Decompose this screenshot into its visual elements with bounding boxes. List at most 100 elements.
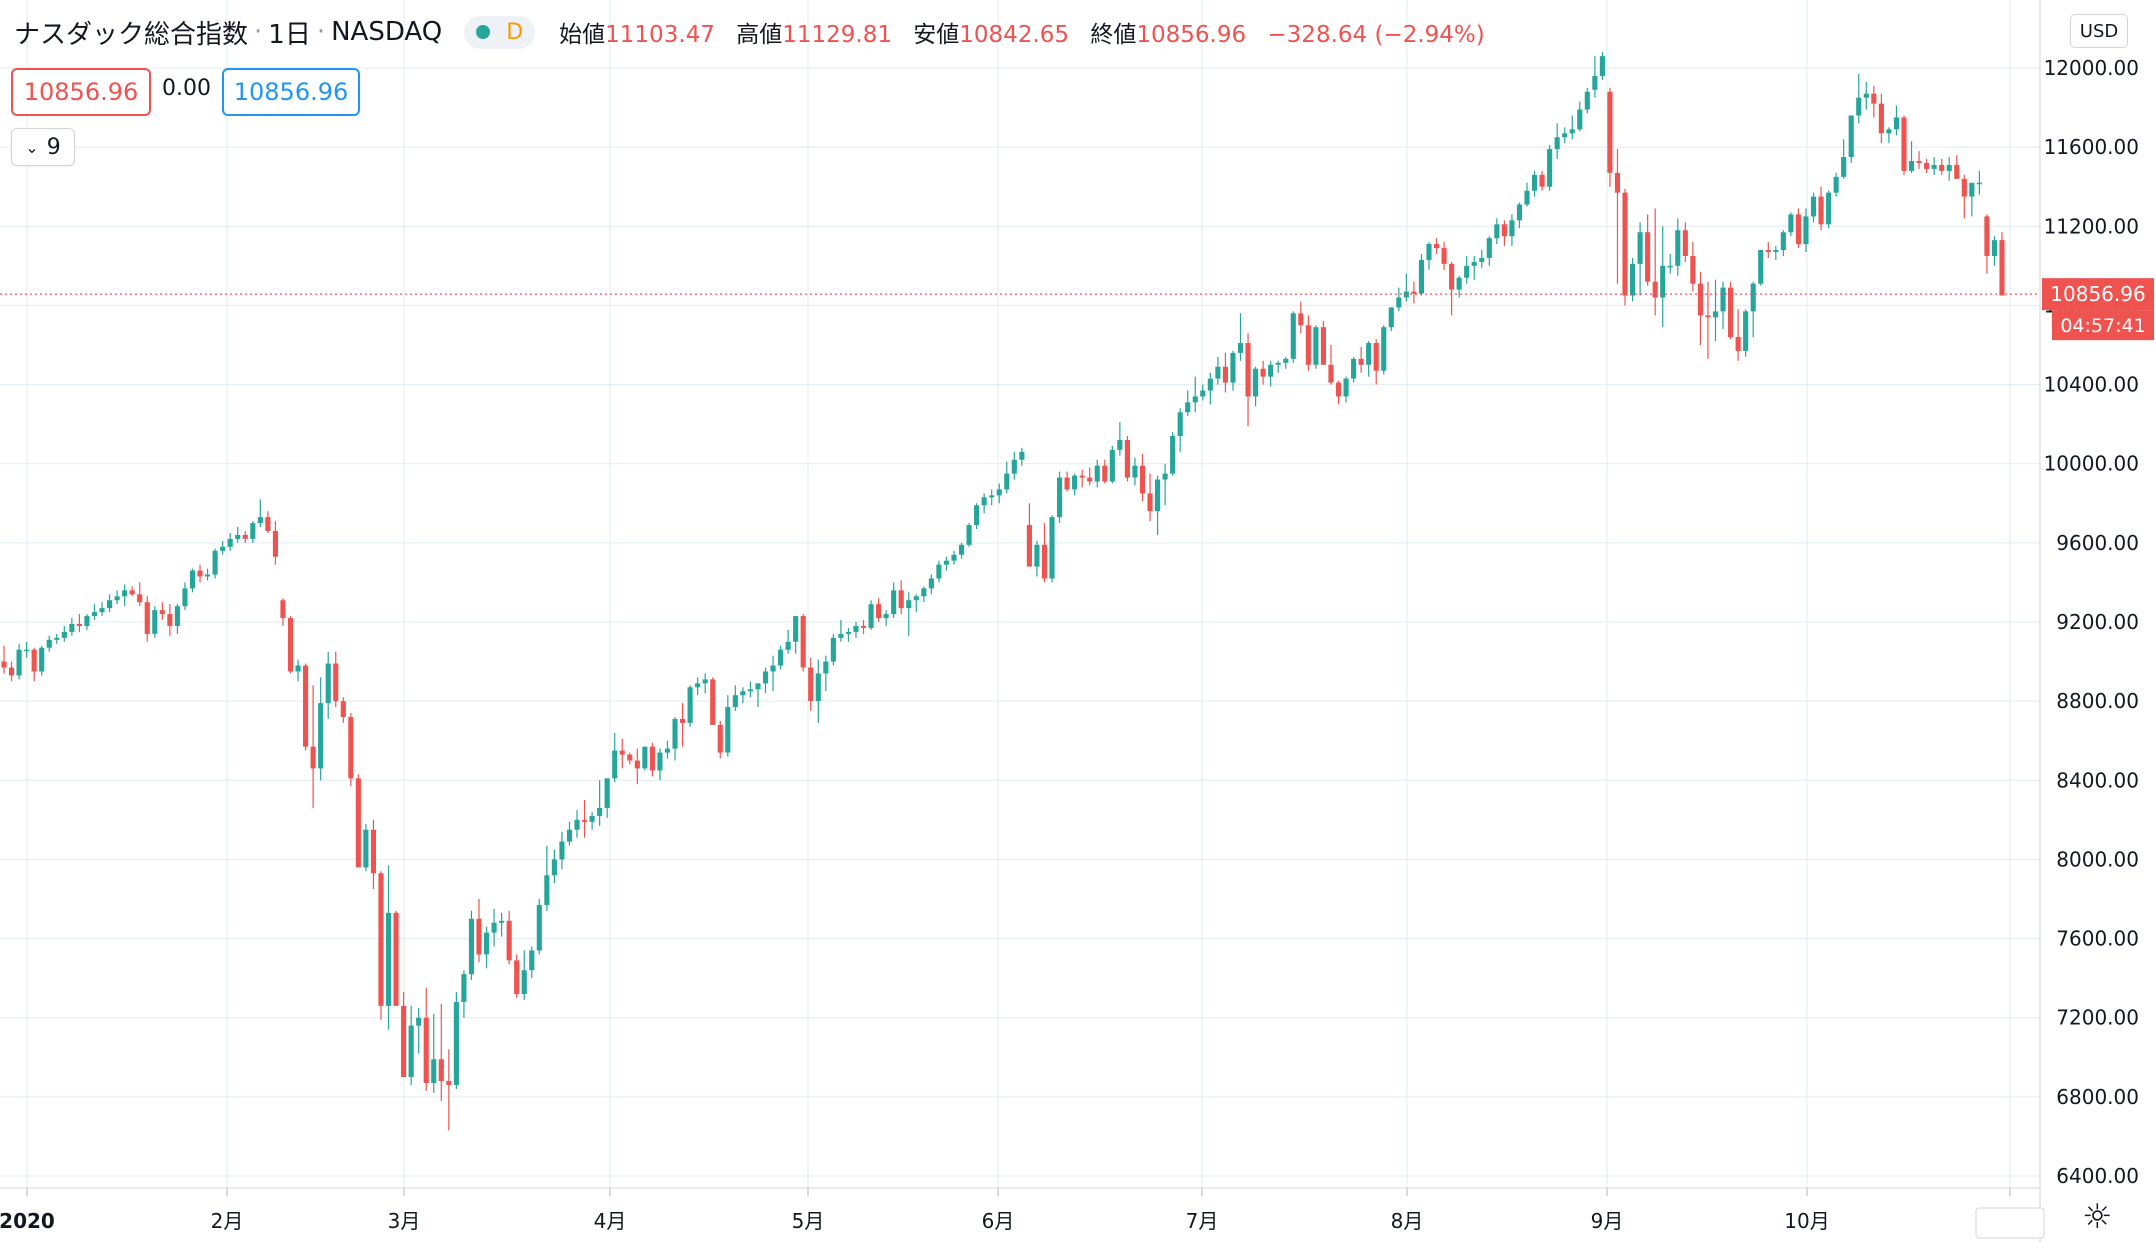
candle[interactable] <box>1554 123 1560 160</box>
candle[interactable] <box>1939 159 1945 175</box>
candle[interactable] <box>205 568 211 581</box>
candle[interactable] <box>227 532 233 551</box>
candle[interactable] <box>634 748 640 785</box>
candle[interactable] <box>566 821 573 846</box>
candle[interactable] <box>597 780 603 826</box>
candle[interactable] <box>1863 81 1869 110</box>
candle[interactable] <box>1577 101 1583 132</box>
candle[interactable] <box>966 523 972 547</box>
candle[interactable] <box>438 1003 444 1101</box>
candle[interactable] <box>265 511 271 533</box>
candle[interactable] <box>1177 408 1183 452</box>
candle[interactable] <box>1614 149 1621 284</box>
candle[interactable] <box>1592 56 1598 98</box>
candle[interactable] <box>1976 170 1982 195</box>
candle[interactable] <box>604 778 610 818</box>
candle[interactable] <box>876 598 882 622</box>
candle[interactable] <box>1381 325 1387 375</box>
candle[interactable] <box>431 1013 437 1093</box>
candle[interactable] <box>8 661 15 682</box>
candle[interactable] <box>868 600 874 630</box>
candle[interactable] <box>318 677 324 781</box>
candle[interactable] <box>1041 523 1048 583</box>
candle[interactable] <box>755 683 761 708</box>
candle[interactable] <box>853 622 859 638</box>
candle[interactable] <box>1358 346 1364 373</box>
candle[interactable] <box>1373 339 1379 385</box>
candle[interactable] <box>762 667 769 694</box>
candle[interactable] <box>800 614 806 672</box>
candle[interactable] <box>1026 503 1032 567</box>
candle[interactable] <box>793 616 799 654</box>
candle[interactable] <box>257 499 263 528</box>
candle[interactable] <box>808 657 814 712</box>
candle[interactable] <box>898 580 904 615</box>
candle[interactable] <box>1675 218 1681 276</box>
candle[interactable] <box>1637 222 1643 296</box>
candle[interactable] <box>536 899 542 955</box>
candle[interactable] <box>1215 356 1221 385</box>
candle[interactable] <box>1200 384 1206 401</box>
candle[interactable] <box>1946 157 1952 181</box>
candle[interactable] <box>725 695 731 757</box>
candle[interactable] <box>981 493 987 514</box>
candle[interactable] <box>1170 432 1176 476</box>
candle[interactable] <box>1034 540 1040 577</box>
candle[interactable] <box>453 991 459 1089</box>
candle[interactable] <box>717 720 723 759</box>
candle[interactable] <box>385 865 392 1030</box>
buy-price-box[interactable]: 10856.96 <box>222 68 360 116</box>
candle[interactable] <box>1622 188 1628 306</box>
candle[interactable] <box>1064 471 1070 492</box>
candle[interactable] <box>1222 352 1228 393</box>
candle[interactable] <box>1290 311 1296 363</box>
candle[interactable] <box>1268 360 1274 387</box>
candle[interactable] <box>1841 139 1847 179</box>
candle[interactable] <box>84 614 90 630</box>
candle[interactable] <box>860 620 867 634</box>
candle[interactable] <box>1516 202 1523 229</box>
candle[interactable] <box>943 556 950 571</box>
candle[interactable] <box>845 627 852 642</box>
candle[interactable] <box>499 912 505 937</box>
candle[interactable] <box>235 527 241 543</box>
candle[interactable] <box>333 651 339 708</box>
candle[interactable] <box>695 677 701 696</box>
candle[interactable] <box>1456 275 1462 298</box>
candle[interactable] <box>574 809 580 838</box>
candle[interactable] <box>913 594 919 613</box>
candle[interactable] <box>936 560 942 583</box>
candle[interactable] <box>1901 115 1907 175</box>
candle[interactable] <box>1720 281 1726 330</box>
candle[interactable] <box>61 625 67 642</box>
candle[interactable] <box>1924 159 1930 173</box>
candle[interactable] <box>1501 220 1507 247</box>
candle[interactable] <box>378 871 384 1020</box>
candle[interactable] <box>1833 172 1839 197</box>
candle[interactable] <box>664 740 671 759</box>
candle[interactable] <box>272 521 278 565</box>
candle[interactable] <box>1494 218 1500 245</box>
candle[interactable] <box>1969 182 1975 217</box>
candle[interactable] <box>1237 313 1244 361</box>
candle[interactable] <box>1298 301 1304 334</box>
candle[interactable] <box>1283 356 1289 369</box>
candle[interactable] <box>31 647 37 682</box>
candle[interactable] <box>815 659 821 723</box>
candle[interactable] <box>1509 214 1515 247</box>
candle[interactable] <box>1705 281 1711 359</box>
candle[interactable] <box>476 899 482 963</box>
candle[interactable] <box>657 748 663 781</box>
candle[interactable] <box>996 483 1002 504</box>
candle[interactable] <box>649 742 655 777</box>
candle[interactable] <box>39 645 45 676</box>
candle[interactable] <box>16 643 22 680</box>
candle[interactable] <box>1004 461 1010 494</box>
candle[interactable] <box>1562 127 1568 144</box>
candle[interactable] <box>152 606 158 638</box>
candle[interactable] <box>830 633 836 666</box>
candle[interactable] <box>1652 208 1658 316</box>
candle[interactable] <box>1471 255 1477 280</box>
candle[interactable] <box>159 602 165 621</box>
candle[interactable] <box>1667 253 1673 274</box>
